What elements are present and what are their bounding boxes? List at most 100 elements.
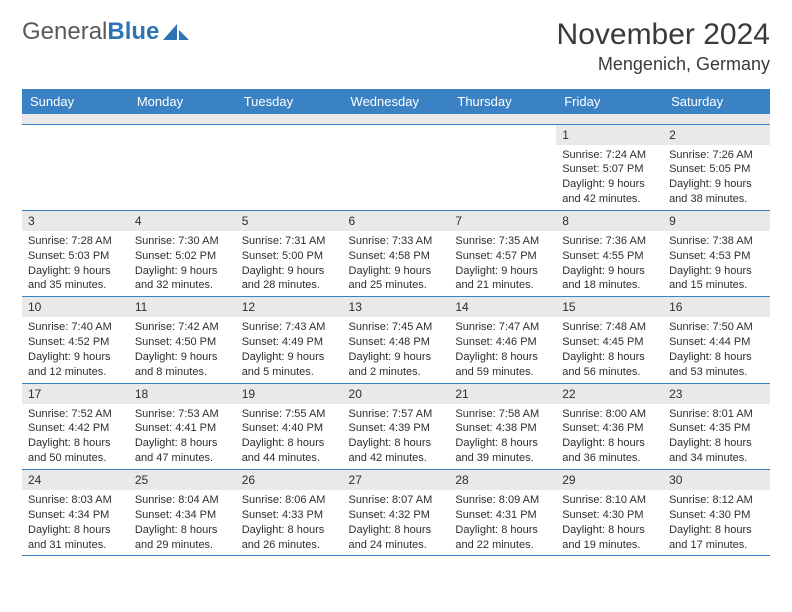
day-details: Sunrise: 7:24 AMSunset: 5:07 PMDaylight:…: [556, 145, 663, 210]
day-number: 17: [22, 384, 129, 404]
day-details: Sunrise: 7:48 AMSunset: 4:45 PMDaylight:…: [556, 317, 663, 382]
day-details: Sunrise: 7:35 AMSunset: 4:57 PMDaylight:…: [449, 231, 556, 296]
day-details: Sunrise: 8:01 AMSunset: 4:35 PMDaylight:…: [663, 404, 770, 469]
weekday-header: Tuesday: [236, 89, 343, 114]
calendar-day-cell: 2Sunrise: 7:26 AMSunset: 5:05 PMDaylight…: [663, 124, 770, 210]
day-details: Sunrise: 8:12 AMSunset: 4:30 PMDaylight:…: [663, 490, 770, 555]
day-number: 15: [556, 297, 663, 317]
calendar-day-cell: [129, 124, 236, 210]
calendar-day-cell: [22, 124, 129, 210]
day-number: 3: [22, 211, 129, 231]
day-number: 21: [449, 384, 556, 404]
day-number: 26: [236, 470, 343, 490]
header-spacer-row: [22, 114, 770, 124]
day-details: Sunrise: 7:30 AMSunset: 5:02 PMDaylight:…: [129, 231, 236, 296]
day-details: Sunrise: 7:52 AMSunset: 4:42 PMDaylight:…: [22, 404, 129, 469]
weekday-header: Wednesday: [343, 89, 450, 114]
calendar-day-cell: 1Sunrise: 7:24 AMSunset: 5:07 PMDaylight…: [556, 124, 663, 210]
day-details: Sunrise: 7:50 AMSunset: 4:44 PMDaylight:…: [663, 317, 770, 382]
calendar-day-cell: 22Sunrise: 8:00 AMSunset: 4:36 PMDayligh…: [556, 383, 663, 469]
calendar-day-cell: 15Sunrise: 7:48 AMSunset: 4:45 PMDayligh…: [556, 297, 663, 383]
calendar-day-cell: 30Sunrise: 8:12 AMSunset: 4:30 PMDayligh…: [663, 470, 770, 556]
calendar-day-cell: 25Sunrise: 8:04 AMSunset: 4:34 PMDayligh…: [129, 470, 236, 556]
calendar-day-cell: 21Sunrise: 7:58 AMSunset: 4:38 PMDayligh…: [449, 383, 556, 469]
location-subtitle: Mengenich, Germany: [557, 54, 770, 75]
calendar-week-row: 10Sunrise: 7:40 AMSunset: 4:52 PMDayligh…: [22, 297, 770, 383]
weekday-header: Friday: [556, 89, 663, 114]
calendar-day-cell: 27Sunrise: 8:07 AMSunset: 4:32 PMDayligh…: [343, 470, 450, 556]
calendar-day-cell: 6Sunrise: 7:33 AMSunset: 4:58 PMDaylight…: [343, 210, 450, 296]
day-details: Sunrise: 8:00 AMSunset: 4:36 PMDaylight:…: [556, 404, 663, 469]
calendar-day-cell: 10Sunrise: 7:40 AMSunset: 4:52 PMDayligh…: [22, 297, 129, 383]
day-number: 7: [449, 211, 556, 231]
day-number: 25: [129, 470, 236, 490]
weekday-header: Sunday: [22, 89, 129, 114]
calendar-day-cell: 26Sunrise: 8:06 AMSunset: 4:33 PMDayligh…: [236, 470, 343, 556]
day-details: Sunrise: 7:53 AMSunset: 4:41 PMDaylight:…: [129, 404, 236, 469]
day-number: 28: [449, 470, 556, 490]
day-number: 30: [663, 470, 770, 490]
weekday-header-row: SundayMondayTuesdayWednesdayThursdayFrid…: [22, 89, 770, 114]
calendar-day-cell: 9Sunrise: 7:38 AMSunset: 4:53 PMDaylight…: [663, 210, 770, 296]
day-details: Sunrise: 8:06 AMSunset: 4:33 PMDaylight:…: [236, 490, 343, 555]
day-number: 14: [449, 297, 556, 317]
brand-part1: General: [22, 18, 107, 46]
day-details: Sunrise: 8:07 AMSunset: 4:32 PMDaylight:…: [343, 490, 450, 555]
day-details: Sunrise: 7:28 AMSunset: 5:03 PMDaylight:…: [22, 231, 129, 296]
day-number: 8: [556, 211, 663, 231]
day-details: Sunrise: 7:55 AMSunset: 4:40 PMDaylight:…: [236, 404, 343, 469]
day-number: 16: [663, 297, 770, 317]
day-number: 29: [556, 470, 663, 490]
calendar-day-cell: 24Sunrise: 8:03 AMSunset: 4:34 PMDayligh…: [22, 470, 129, 556]
day-number: 13: [343, 297, 450, 317]
calendar-day-cell: 12Sunrise: 7:43 AMSunset: 4:49 PMDayligh…: [236, 297, 343, 383]
day-number: 4: [129, 211, 236, 231]
calendar-day-cell: 29Sunrise: 8:10 AMSunset: 4:30 PMDayligh…: [556, 470, 663, 556]
weekday-header: Saturday: [663, 89, 770, 114]
day-details: Sunrise: 7:58 AMSunset: 4:38 PMDaylight:…: [449, 404, 556, 469]
day-details: Sunrise: 7:31 AMSunset: 5:00 PMDaylight:…: [236, 231, 343, 296]
day-details: Sunrise: 7:57 AMSunset: 4:39 PMDaylight:…: [343, 404, 450, 469]
brand-part2: Blue: [107, 18, 159, 46]
day-details: Sunrise: 7:43 AMSunset: 4:49 PMDaylight:…: [236, 317, 343, 382]
day-number: 22: [556, 384, 663, 404]
day-number: 9: [663, 211, 770, 231]
calendar-day-cell: 19Sunrise: 7:55 AMSunset: 4:40 PMDayligh…: [236, 383, 343, 469]
calendar-day-cell: 3Sunrise: 7:28 AMSunset: 5:03 PMDaylight…: [22, 210, 129, 296]
calendar-day-cell: 16Sunrise: 7:50 AMSunset: 4:44 PMDayligh…: [663, 297, 770, 383]
calendar-week-row: 17Sunrise: 7:52 AMSunset: 4:42 PMDayligh…: [22, 383, 770, 469]
day-details: Sunrise: 8:04 AMSunset: 4:34 PMDaylight:…: [129, 490, 236, 555]
day-details: Sunrise: 7:42 AMSunset: 4:50 PMDaylight:…: [129, 317, 236, 382]
calendar-day-cell: 17Sunrise: 7:52 AMSunset: 4:42 PMDayligh…: [22, 383, 129, 469]
day-number: 6: [343, 211, 450, 231]
day-number: 1: [556, 125, 663, 145]
calendar-day-cell: 18Sunrise: 7:53 AMSunset: 4:41 PMDayligh…: [129, 383, 236, 469]
calendar-day-cell: 4Sunrise: 7:30 AMSunset: 5:02 PMDaylight…: [129, 210, 236, 296]
calendar-day-cell: 13Sunrise: 7:45 AMSunset: 4:48 PMDayligh…: [343, 297, 450, 383]
day-number: 5: [236, 211, 343, 231]
calendar-day-cell: 14Sunrise: 7:47 AMSunset: 4:46 PMDayligh…: [449, 297, 556, 383]
calendar-week-row: 3Sunrise: 7:28 AMSunset: 5:03 PMDaylight…: [22, 210, 770, 296]
month-title: November 2024: [557, 18, 770, 52]
day-number: 24: [22, 470, 129, 490]
calendar-day-cell: 11Sunrise: 7:42 AMSunset: 4:50 PMDayligh…: [129, 297, 236, 383]
day-number: 19: [236, 384, 343, 404]
day-details: Sunrise: 8:09 AMSunset: 4:31 PMDaylight:…: [449, 490, 556, 555]
day-number: 20: [343, 384, 450, 404]
day-number: 23: [663, 384, 770, 404]
calendar-week-row: 1Sunrise: 7:24 AMSunset: 5:07 PMDaylight…: [22, 124, 770, 210]
day-details: Sunrise: 7:36 AMSunset: 4:55 PMDaylight:…: [556, 231, 663, 296]
calendar-day-cell: [449, 124, 556, 210]
calendar-day-cell: 5Sunrise: 7:31 AMSunset: 5:00 PMDaylight…: [236, 210, 343, 296]
day-details: Sunrise: 7:38 AMSunset: 4:53 PMDaylight:…: [663, 231, 770, 296]
calendar-week-row: 24Sunrise: 8:03 AMSunset: 4:34 PMDayligh…: [22, 470, 770, 556]
calendar-day-cell: [343, 124, 450, 210]
brand-sail-icon: [163, 22, 189, 42]
day-details: Sunrise: 8:10 AMSunset: 4:30 PMDaylight:…: [556, 490, 663, 555]
calendar-table: SundayMondayTuesdayWednesdayThursdayFrid…: [22, 89, 770, 556]
day-number: 12: [236, 297, 343, 317]
header-bar: GeneralBlue November 2024 Mengenich, Ger…: [22, 18, 770, 75]
calendar-day-cell: 8Sunrise: 7:36 AMSunset: 4:55 PMDaylight…: [556, 210, 663, 296]
day-number: 11: [129, 297, 236, 317]
day-number: 27: [343, 470, 450, 490]
